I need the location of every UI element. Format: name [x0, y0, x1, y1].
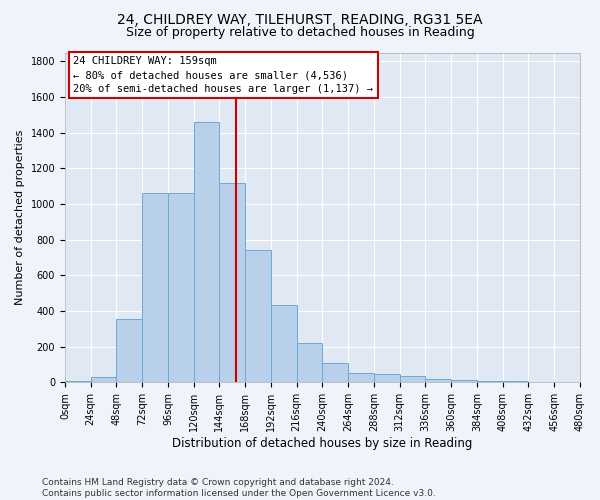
Bar — [220, 182, 245, 382]
Bar — [65, 380, 91, 382]
Bar — [168, 193, 194, 382]
Bar — [425, 379, 451, 382]
Bar — [400, 376, 425, 382]
Bar — [271, 305, 296, 382]
Bar — [245, 250, 271, 382]
Text: Contains HM Land Registry data © Crown copyright and database right 2024.
Contai: Contains HM Land Registry data © Crown c… — [42, 478, 436, 498]
Bar — [142, 193, 168, 382]
Bar — [322, 363, 348, 382]
Bar — [296, 343, 322, 382]
Bar — [91, 376, 116, 382]
Text: Size of property relative to detached houses in Reading: Size of property relative to detached ho… — [125, 26, 475, 39]
Bar — [503, 381, 529, 382]
Bar — [194, 122, 220, 382]
Bar — [374, 374, 400, 382]
Bar — [348, 373, 374, 382]
Bar — [477, 380, 503, 382]
Bar — [116, 319, 142, 382]
Bar — [451, 380, 477, 382]
Text: 24, CHILDREY WAY, TILEHURST, READING, RG31 5EA: 24, CHILDREY WAY, TILEHURST, READING, RG… — [117, 12, 483, 26]
X-axis label: Distribution of detached houses by size in Reading: Distribution of detached houses by size … — [172, 437, 473, 450]
Y-axis label: Number of detached properties: Number of detached properties — [15, 130, 25, 305]
Text: 24 CHILDREY WAY: 159sqm
← 80% of detached houses are smaller (4,536)
20% of semi: 24 CHILDREY WAY: 159sqm ← 80% of detache… — [73, 56, 373, 94]
